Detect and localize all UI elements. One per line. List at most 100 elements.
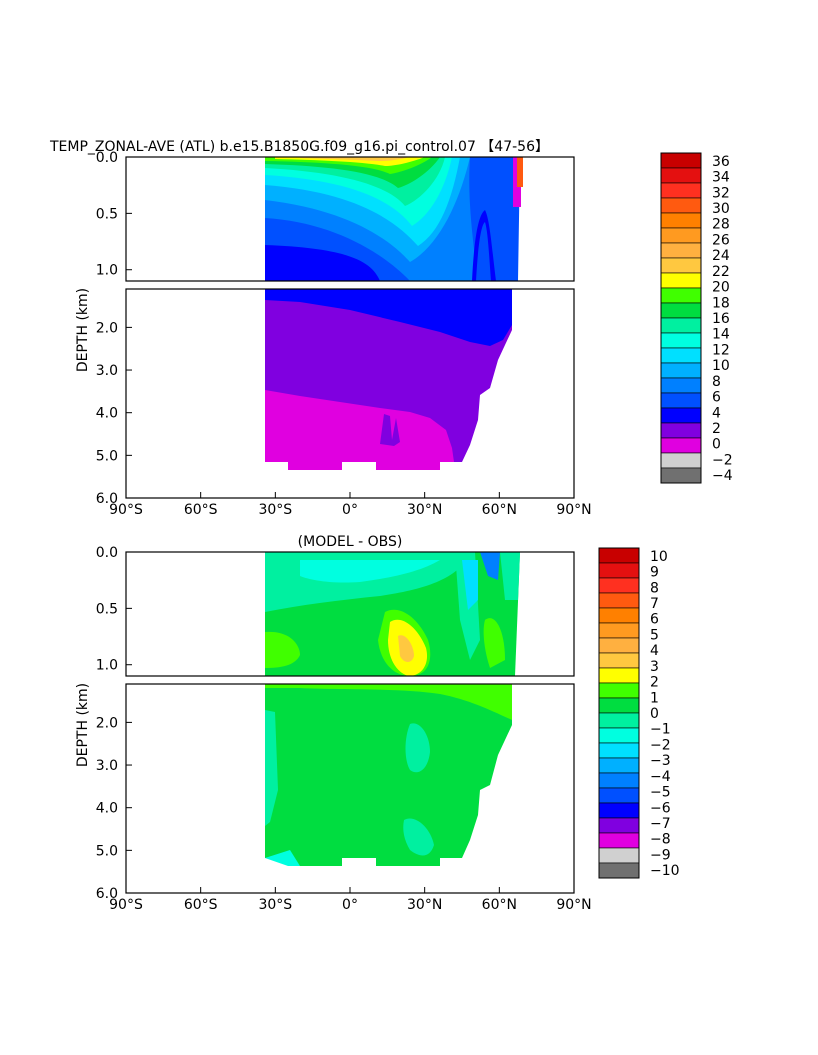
colorbar-label: −4 (650, 769, 671, 785)
panel1-y-axis-label: DEPTH (km) (75, 288, 91, 372)
colorbar-swatch (660, 257, 702, 274)
colorbar-label: 12 (712, 342, 730, 358)
colorbar-swatch (598, 772, 640, 789)
x-tick-label: 30°S (258, 897, 292, 913)
colorbar-swatch (660, 392, 702, 409)
colorbar-swatch (598, 787, 640, 804)
colorbar-label: 3 (650, 659, 659, 675)
panel-temperature: TEMP_ZONAL-AVE (ATL) b.e15.B1850G.f09_g1… (49, 139, 733, 518)
colorbar-swatch (598, 667, 640, 684)
x-tick-label: 30°N (407, 897, 442, 913)
colorbar-label: 0 (712, 437, 721, 453)
panel2-lower-field (265, 684, 512, 866)
panel1-lower-field (265, 289, 512, 470)
colorbar-label: −7 (650, 816, 671, 832)
colorbar-label: 30 (712, 201, 730, 217)
colorbar-swatch (660, 212, 702, 229)
colorbar-label: 8 (650, 580, 659, 596)
y-tick-label: 4.0 (96, 801, 118, 817)
colorbar-label: 28 (712, 217, 730, 233)
colorbar-frame (660, 152, 702, 484)
y-tick-label: 0.0 (96, 545, 118, 561)
y-tick-label: 1.0 (96, 658, 118, 674)
colorbar-label: 1 (650, 690, 659, 706)
colorbar-swatch (660, 302, 702, 319)
y-tick-label: 1.0 (96, 263, 118, 279)
colorbar-swatch (598, 607, 640, 624)
colorbar-label: −2 (650, 737, 671, 753)
colorbar-label: 2 (650, 675, 659, 691)
colorbar-swatch (598, 712, 640, 729)
colorbar-label: −2 (712, 452, 733, 468)
colorbar-swatch (660, 467, 702, 484)
panel2-upper-field (265, 552, 520, 676)
y-tick-label: 0.0 (96, 150, 118, 166)
panel2-x-ticks: 90°S 60°S 30°S 0° 30°N 60°N 90°N (109, 887, 592, 913)
colorbar-swatch (660, 197, 702, 214)
y-tick-label: 4.0 (96, 406, 118, 422)
colorbar-label: 26 (712, 232, 730, 248)
colorbar-label: 6 (712, 390, 721, 406)
colorbar-swatch (660, 317, 702, 334)
y-tick-label: 3.0 (96, 363, 118, 379)
colorbar-swatch (660, 422, 702, 439)
colorbar-swatch (598, 622, 640, 639)
colorbar-swatch (660, 407, 702, 424)
colorbar-swatch (598, 847, 640, 864)
x-tick-label: 60°N (482, 502, 517, 518)
colorbar-label: −1 (650, 722, 671, 738)
panel1-title: TEMP_ZONAL-AVE (ATL) b.e15.B1850G.f09_g1… (49, 139, 549, 155)
colorbar-label: 4 (712, 405, 721, 421)
colorbar-swatch (598, 577, 640, 594)
colorbar-swatch (660, 452, 702, 469)
colorbar-swatch (598, 697, 640, 714)
colorbar-label: 22 (712, 264, 730, 280)
x-tick-label: 90°S (109, 502, 143, 518)
colorbar-swatch (660, 287, 702, 304)
y-tick-label: 3.0 (96, 758, 118, 774)
panel1-y-ticks: 0.0 0.5 1.0 2.0 3.0 4.0 5.0 6.0 (96, 150, 132, 507)
colorbar-label: 8 (712, 374, 721, 390)
colorbar-swatch (598, 757, 640, 774)
colorbar-swatch (660, 332, 702, 349)
colorbar-swatch (660, 347, 702, 364)
x-tick-label: 90°S (109, 897, 143, 913)
colorbar-swatch (598, 862, 640, 879)
colorbar-swatch (598, 637, 640, 654)
colorbar-frame (598, 547, 640, 879)
panel1-upper-field (265, 157, 523, 281)
colorbar-label: 5 (650, 627, 659, 643)
colorbar-label: 20 (712, 280, 730, 296)
x-tick-label: 60°N (482, 897, 517, 913)
panel-difference: (MODEL - OBS) 0.00.51.02.03.04.05.06. (75, 534, 680, 913)
panel2-title: (MODEL - OBS) (298, 534, 403, 550)
colorbar-label: −9 (650, 847, 671, 863)
colorbar-swatch (660, 227, 702, 244)
panel2-upper-frame (125, 551, 575, 677)
colorbar-label: 10 (712, 358, 730, 374)
colorbar-label: −10 (650, 863, 680, 879)
x-tick-label: 30°S (258, 502, 292, 518)
y-tick-label: 6.0 (96, 491, 118, 507)
colorbar-label: 14 (712, 327, 730, 343)
x-tick-label: 60°S (184, 897, 218, 913)
colorbar-label: 16 (712, 311, 730, 327)
colorbar-label: 4 (650, 643, 659, 659)
y-tick-label: 2.0 (96, 715, 118, 731)
colorbar-swatch (660, 362, 702, 379)
colorbar-label: −6 (650, 800, 671, 816)
y-tick-label: 2.0 (96, 320, 118, 336)
x-tick-label: 0° (342, 897, 358, 913)
colorbar-swatch (660, 437, 702, 454)
colorbar-swatch (598, 682, 640, 699)
colorbar-label: −8 (650, 832, 671, 848)
colorbar-swatch (660, 182, 702, 199)
colorbar-label: 24 (712, 248, 730, 264)
colorbar-label: 18 (712, 295, 730, 311)
colorbar-label: 9 (650, 565, 659, 581)
colorbar-swatch (598, 652, 640, 669)
y-tick-label: 0.5 (96, 206, 118, 222)
x-tick-label: 0° (342, 502, 358, 518)
